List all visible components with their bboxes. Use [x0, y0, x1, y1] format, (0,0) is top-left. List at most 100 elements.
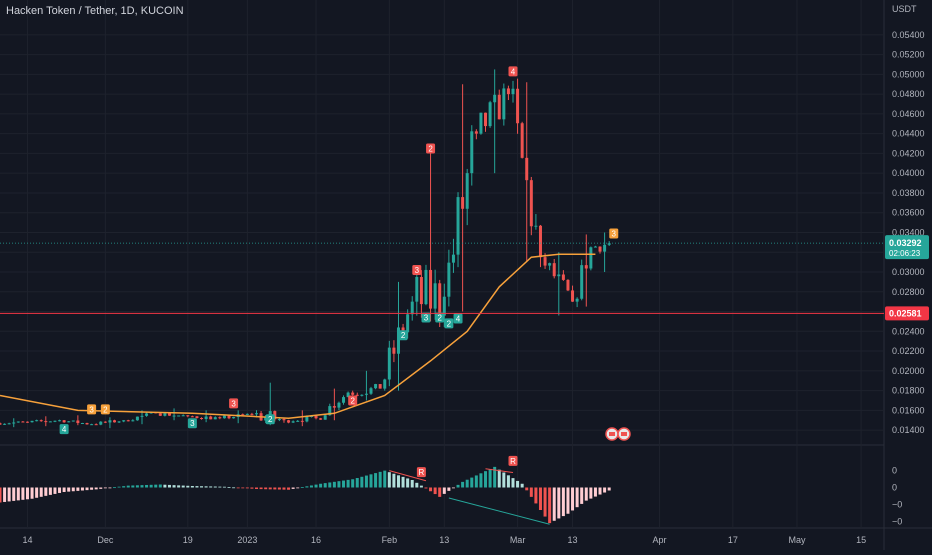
support-badge: [885, 306, 929, 321]
osc-tick-label: −0: [892, 516, 902, 526]
signal-label-box: [348, 395, 358, 406]
candle-body: [461, 197, 465, 209]
osc-bar: [561, 487, 565, 517]
candle-body: [250, 413, 254, 415]
candle-body: [25, 421, 29, 423]
osc-bar: [429, 487, 433, 492]
osc-bar: [392, 473, 396, 488]
signal-label: 3: [187, 418, 197, 429]
signal-label: 2: [426, 143, 436, 154]
candle-body: [561, 274, 565, 280]
candle-body: [538, 225, 542, 258]
osc-bar: [406, 478, 410, 488]
candle-body: [53, 420, 57, 422]
candle-body: [227, 415, 231, 419]
time-tick-label: 14: [22, 535, 32, 545]
candle-body: [456, 197, 460, 255]
candle-body: [140, 415, 144, 417]
candle-body: [511, 88, 515, 95]
candle-body: [548, 263, 552, 266]
price-tick-label: 0.03000: [892, 267, 925, 277]
candle-body: [580, 265, 584, 299]
price-tick-label: 0.05200: [892, 50, 925, 60]
osc-bar: [305, 486, 309, 488]
candle-body: [264, 416, 268, 421]
candle-body: [158, 413, 162, 416]
time-tick-label: 2023: [237, 535, 257, 545]
osc-bar: [58, 487, 62, 493]
time-tick-label: Dec: [97, 535, 114, 545]
time-tick-label: 13: [568, 535, 578, 545]
candle-body: [543, 257, 547, 266]
osc-bar: [442, 487, 446, 494]
osc-bar: [589, 487, 593, 499]
price-tick-label: 0.02200: [892, 346, 925, 356]
candle-body: [67, 421, 71, 423]
osc-bar: [259, 487, 263, 490]
osc-bar: [287, 487, 291, 490]
candle-body: [506, 88, 510, 95]
oscillator-axis: 0 0 −0 −0: [892, 466, 902, 527]
price-tick-label: 0.05400: [892, 30, 925, 40]
price-unit: USDT: [892, 4, 917, 14]
osc-bar: [479, 473, 483, 488]
candle-body: [131, 420, 135, 422]
osc-bar: [548, 487, 552, 524]
price-tick-label: 0.03400: [892, 227, 925, 237]
candle-body: [58, 420, 62, 422]
osc-bar: [232, 487, 236, 489]
candle-body: [603, 244, 607, 252]
time-axis: 14 Dec 19 2023 16 Feb 13 Mar 13 Apr 17 May 15: [22, 535, 866, 545]
price-tick-label: 0.04800: [892, 89, 925, 99]
signal-label-text: 3: [424, 313, 429, 322]
osc-bar: [502, 472, 506, 488]
osc-bar: [167, 484, 171, 488]
candle-body: [589, 247, 593, 269]
candle-body: [48, 421, 52, 423]
candle-body: [479, 112, 483, 134]
osc-bar: [277, 487, 281, 490]
osc-bar: [71, 487, 75, 492]
signal-label-box: [421, 312, 431, 323]
candle-body: [355, 394, 359, 396]
time-tick-label: Apr: [653, 535, 667, 545]
price-tick-label: 0.04400: [892, 129, 925, 139]
candle-body: [282, 419, 286, 421]
osc-bar: [204, 486, 208, 488]
signal-label: 3: [609, 228, 619, 239]
signal-label-box: [187, 418, 197, 429]
osc-bar: [410, 480, 414, 488]
candle-body: [364, 393, 368, 395]
candle-body: [177, 415, 181, 417]
candle-body: [516, 88, 520, 124]
osc-bar: [552, 487, 556, 521]
ma-line: [0, 253, 596, 420]
osc-bar: [264, 487, 268, 490]
osc-bar: [534, 487, 538, 504]
osc-bar: [493, 466, 497, 488]
candle-body: [218, 417, 222, 419]
signal-label-box: [435, 312, 445, 323]
candle-body: [39, 420, 43, 422]
time-tick-label: 17: [728, 535, 738, 545]
osc-bar: [186, 485, 190, 488]
osc-bar: [360, 476, 364, 488]
signal-label-text: 2: [103, 405, 108, 414]
osc-bar: [465, 479, 469, 488]
candle-body: [108, 420, 112, 423]
candle-body: [35, 420, 39, 422]
signal-label-box: [508, 66, 518, 77]
signal-label-text: 3: [190, 419, 195, 428]
osc-bar: [67, 487, 71, 492]
candle-body: [323, 415, 327, 420]
osc-bar: [94, 487, 98, 490]
candle-body: [195, 416, 199, 418]
candle-body: [415, 277, 419, 302]
osc-bar: [484, 471, 488, 488]
candle-body: [451, 254, 455, 263]
candle-body: [575, 298, 579, 302]
osc-bar: [580, 487, 584, 504]
candle-body: [245, 413, 249, 415]
osc-bar: [122, 486, 126, 488]
